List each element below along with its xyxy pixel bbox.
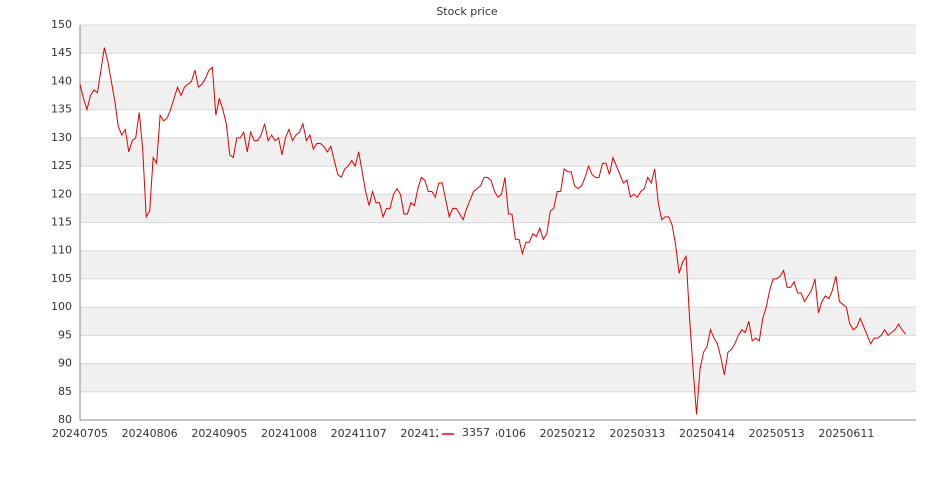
y-tick-label: 130: [51, 131, 72, 144]
legend-label: 3357: [462, 426, 490, 439]
y-tick-label: 105: [51, 272, 72, 285]
band: [80, 81, 916, 110]
y-tick-label: 145: [51, 46, 72, 59]
band: [80, 25, 916, 54]
y-tick-label: 140: [51, 74, 72, 87]
x-tick-label: 20240705: [52, 427, 108, 440]
x-tick-label: 20250414: [679, 427, 735, 440]
y-tick-label: 85: [58, 385, 72, 398]
x-tick-label: 20241008: [261, 427, 317, 440]
x-tick-label: 20250212: [540, 427, 596, 440]
x-tick-label: 20241107: [331, 427, 387, 440]
y-tick-label: 95: [58, 328, 72, 341]
y-tick-label: 100: [51, 300, 72, 313]
price-line: [79, 47, 906, 415]
x-tick-label: 20240905: [191, 427, 247, 440]
y-tick-label: 120: [51, 187, 72, 200]
band: [80, 307, 916, 336]
y-tick-label: 115: [51, 216, 72, 229]
x-tick-label: 20240806: [122, 427, 178, 440]
chart-title: Stock price: [436, 5, 498, 18]
band: [80, 137, 916, 167]
y-tick-label: 135: [51, 103, 72, 116]
legend-box: [438, 427, 496, 441]
x-tick-label: 20250513: [749, 427, 805, 440]
x-tick-label: 20250313: [609, 427, 665, 440]
y-tick-label: 110: [51, 244, 72, 257]
band: [80, 194, 916, 223]
y-tick-label: 90: [58, 357, 72, 370]
y-tick-label: 150: [51, 18, 72, 31]
band: [80, 250, 916, 279]
band: [80, 363, 916, 392]
y-tick-label: 80: [58, 413, 72, 426]
x-tick-label: 20250611: [818, 427, 874, 440]
y-tick-label: 125: [51, 159, 72, 172]
